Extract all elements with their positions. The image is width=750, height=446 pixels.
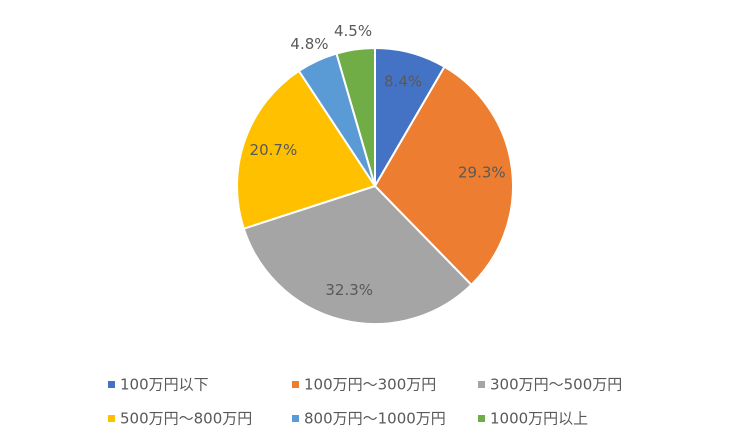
legend-marker: [478, 415, 485, 422]
legend-label: 800万円～1000万円: [304, 410, 446, 428]
pie-slice: [335, 46, 376, 187]
data-label: 20.7%: [250, 141, 298, 159]
pie-slice: [373, 65, 514, 287]
legend-label: 100万円～300万円: [304, 376, 436, 394]
data-label: 8.4%: [384, 73, 422, 91]
legend-label: 100万円以下: [120, 376, 209, 394]
legend-marker: [478, 381, 485, 388]
legend-marker: [292, 381, 299, 388]
legend-label: 1000万円以上: [490, 410, 588, 428]
data-label: 4.5%: [334, 22, 372, 40]
legend-marker: [108, 415, 115, 422]
data-label: 29.3%: [458, 163, 506, 181]
legend-marker: [292, 415, 299, 422]
legend-label: 500万円～800万円: [120, 410, 252, 428]
pie-slice: [236, 69, 377, 230]
data-label: 4.8%: [290, 35, 328, 53]
data-label: 32.3%: [325, 281, 373, 299]
legend-label: 300万円～500万円: [490, 376, 622, 394]
legend-marker: [108, 381, 115, 388]
pie-slice: [242, 184, 473, 325]
